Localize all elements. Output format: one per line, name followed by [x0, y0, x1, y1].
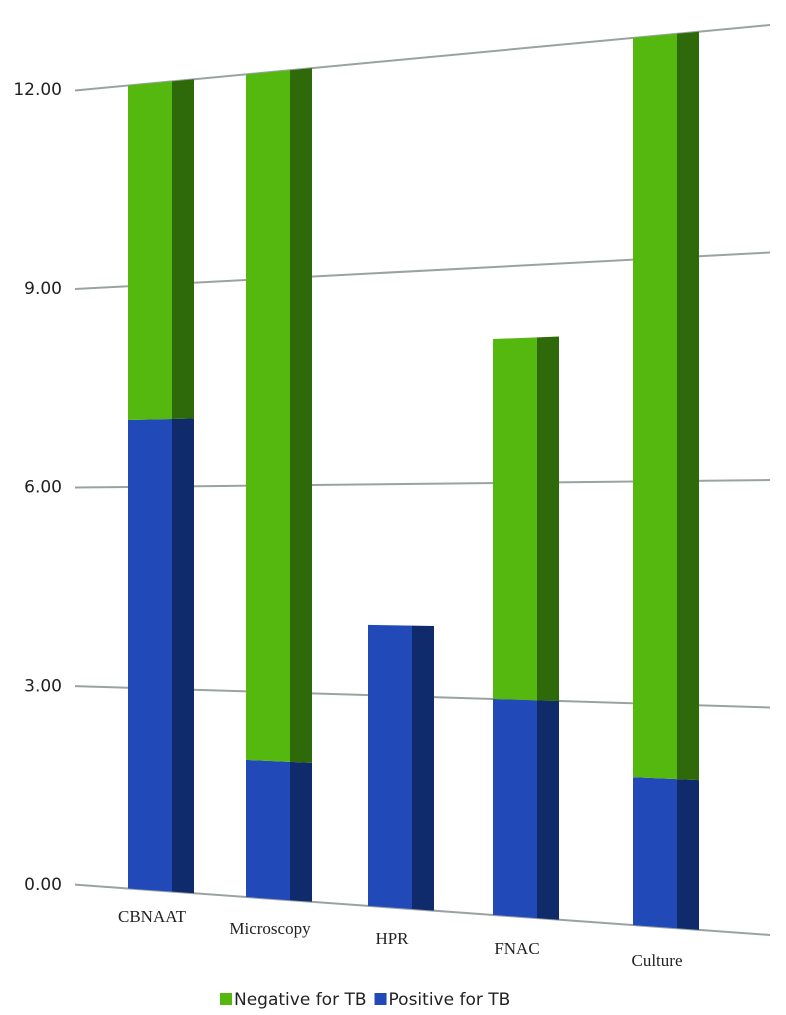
bar: [493, 337, 537, 701]
legend-label: Negative for TB: [234, 990, 367, 1010]
bar: [633, 33, 677, 780]
y-tick-label: 6.00: [24, 478, 62, 498]
legend-swatch: [374, 993, 387, 1005]
bar: [128, 81, 172, 421]
x-tick-label: HPR: [375, 929, 409, 948]
y-tick-label: 9.00: [24, 279, 62, 299]
x-tick-label: FNAC: [494, 939, 539, 958]
y-tick-label: 0.00: [24, 875, 62, 895]
bar-side: [290, 68, 312, 763]
bar-side: [172, 418, 194, 894]
bar: [633, 777, 677, 929]
bar-side: [677, 779, 699, 930]
bar-side: [172, 79, 194, 419]
bar: [246, 70, 290, 762]
bar: [246, 759, 290, 901]
bar-side: [537, 336, 559, 702]
bar: [368, 624, 412, 910]
legend-swatch: [220, 993, 232, 1005]
bar-side: [677, 31, 699, 781]
bar-side: [412, 625, 434, 911]
bar-side: [290, 761, 312, 902]
y-tick-label: 3.00: [24, 676, 62, 696]
x-tick-label: CBNAAT: [118, 907, 187, 926]
x-tick-label: Culture: [632, 951, 683, 970]
x-tick-label: Microscopy: [229, 919, 311, 938]
bar-side: [537, 700, 559, 920]
bar: [493, 698, 537, 919]
bar: [128, 418, 172, 892]
legend-label: Positive for TB: [389, 990, 511, 1010]
y-tick-label: 12.00: [13, 80, 62, 100]
